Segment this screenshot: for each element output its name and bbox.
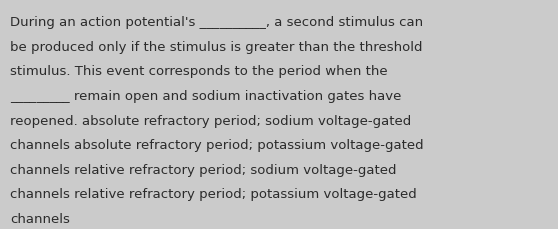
Text: channels relative refractory period; sodium voltage-gated: channels relative refractory period; sod…	[10, 163, 397, 176]
Text: be produced only if the stimulus is greater than the threshold: be produced only if the stimulus is grea…	[10, 41, 422, 54]
Text: During an action potential's __________, a second stimulus can: During an action potential's __________,…	[10, 16, 423, 29]
Text: stimulus. This event corresponds to the period when the: stimulus. This event corresponds to the …	[10, 65, 388, 78]
Text: channels: channels	[10, 212, 70, 225]
Text: _________ remain open and sodium inactivation gates have: _________ remain open and sodium inactiv…	[10, 90, 401, 103]
Text: channels absolute refractory period; potassium voltage-gated: channels absolute refractory period; pot…	[10, 139, 424, 152]
Text: reopened. absolute refractory period; sodium voltage-gated: reopened. absolute refractory period; so…	[10, 114, 411, 127]
Text: channels relative refractory period; potassium voltage-gated: channels relative refractory period; pot…	[10, 188, 417, 201]
